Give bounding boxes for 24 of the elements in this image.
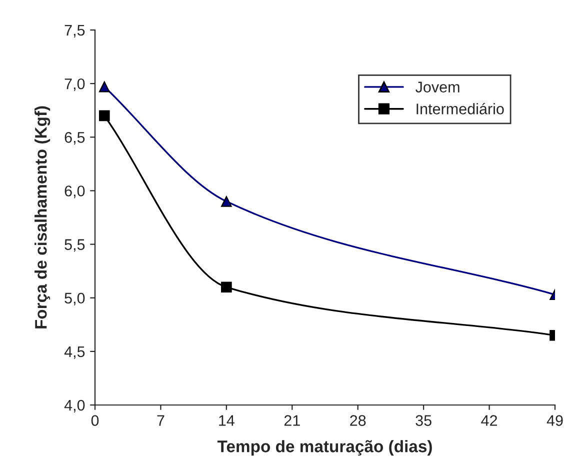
y-tick-label: 6,5 xyxy=(64,132,85,145)
x-tick-label: 28 xyxy=(350,415,366,426)
y-tick-label: 4,5 xyxy=(64,346,85,359)
y-tick-label: 4,0 xyxy=(64,400,85,412)
point xyxy=(98,110,110,122)
x-tick-label: 49 xyxy=(546,415,563,426)
y-tick-label: 5,0 xyxy=(64,292,85,306)
x-axis-title: Tempo de maturação (dias) xyxy=(217,440,432,456)
x-tick-label: 14 xyxy=(219,415,234,426)
x-tick-label: 42 xyxy=(481,415,498,426)
x-tick-label: 35 xyxy=(416,415,432,426)
y-tick-label: 5,5 xyxy=(64,239,85,252)
point xyxy=(98,81,110,92)
legend-label: Intermediário xyxy=(416,102,504,114)
y-axis-title: Força de cisalhamento (Kgf) xyxy=(34,106,50,328)
y-tick-label: 6,0 xyxy=(64,186,85,198)
y-tick-label: 7,5 xyxy=(64,25,85,38)
x-tick-label: 7 xyxy=(157,415,164,426)
x-tick-label: 21 xyxy=(284,415,300,426)
point xyxy=(221,196,232,207)
x-tick-label: 0 xyxy=(91,415,99,426)
legend-label: Jovem xyxy=(416,82,460,92)
point xyxy=(221,282,232,293)
y-tick-label: 7,0 xyxy=(64,78,85,92)
